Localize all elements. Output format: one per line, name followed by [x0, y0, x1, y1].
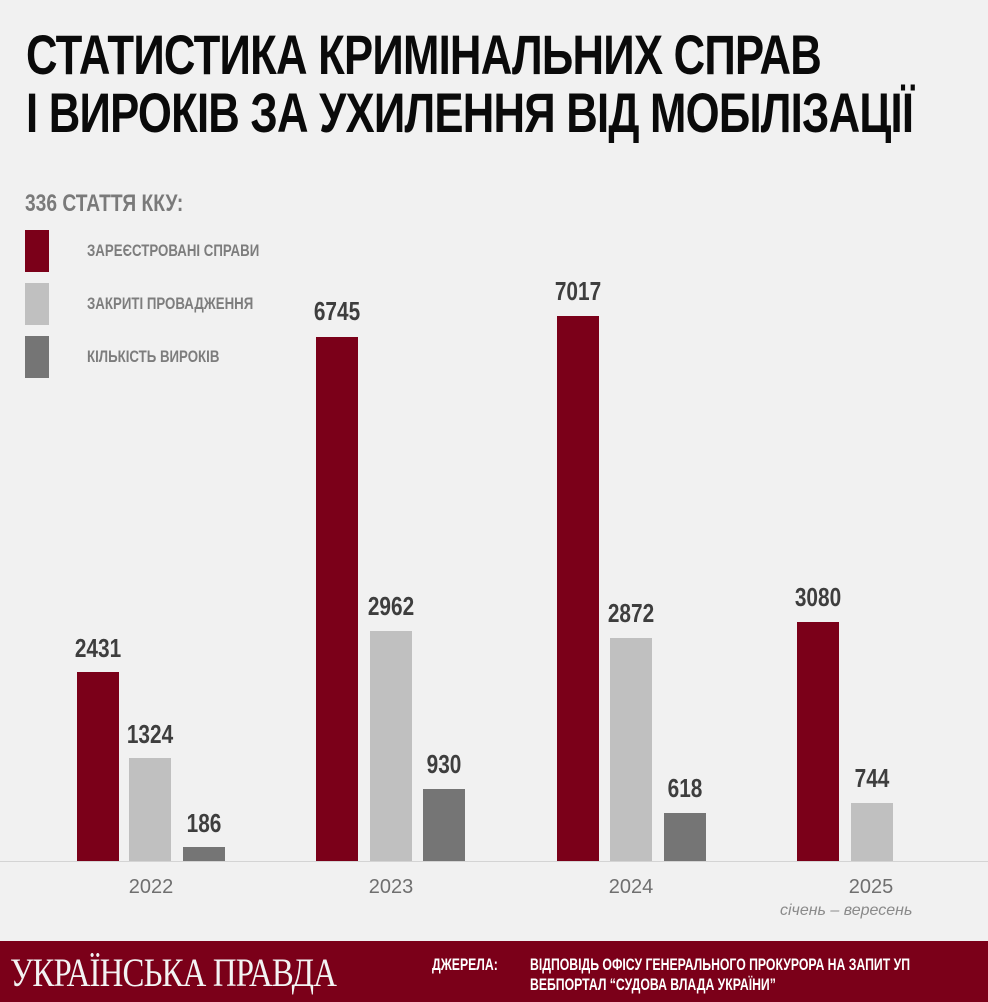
x-tick-2024: 2024	[608, 876, 654, 898]
bar-2024-verdicts	[664, 813, 706, 861]
chart-title-line-2: І ВИРОКІВ ЗА УХИЛЕННЯ ВІД МОБІЛІЗАЦІЇ	[26, 81, 914, 144]
bar-2023-verdicts	[423, 789, 465, 861]
source-item-1: ВІДПОВІДЬ ОФІСУ ГЕНЕРАЛЬНОГО ПРОКУРОРА Н…	[530, 955, 911, 974]
bar-2023-closed	[370, 631, 412, 861]
legend-label-closed: ЗАКРИТІ ПРОВАДЖЕННЯ	[87, 294, 254, 313]
value-label-2022-verdicts: 186	[186, 808, 222, 838]
legend-item-verdicts: КІЛЬКІСТЬ ВИРОКІВ	[25, 336, 257, 378]
value-label-2024-closed: 2872	[607, 598, 655, 628]
sources-label: ДЖЕРЕЛА:	[432, 955, 498, 974]
footer-bar: УКРАЇНСЬКА ПРАВДА ДЖЕРЕЛА: ВІДПОВІДЬ ОФІ…	[0, 941, 988, 1002]
bar-2022-registered	[77, 672, 119, 861]
bar-2025-registered	[797, 622, 839, 861]
brand-logo: УКРАЇНСЬКА ПРАВДА	[10, 950, 337, 995]
value-label-2024-verdicts: 618	[667, 773, 703, 803]
legend-label-verdicts: КІЛЬКІСТЬ ВИРОКІВ	[87, 347, 220, 366]
value-label-2024-registered: 7017	[554, 276, 602, 306]
value-label-2023-closed: 2962	[367, 591, 415, 621]
x-tick-2025: 2025	[848, 876, 894, 898]
x-tick-note-2025: січень – вересень	[780, 902, 913, 919]
value-label-2023-verdicts: 930	[426, 749, 462, 779]
chart-title: СТАТИСТИКА КРИМІНАЛЬНИХ СПРАВ І ВИРОКІВ …	[26, 23, 914, 144]
value-label-2022-registered: 2431	[74, 633, 122, 663]
sources-list: ВІДПОВІДЬ ОФІСУ ГЕНЕРАЛЬНОГО ПРОКУРОРА Н…	[530, 955, 910, 995]
legend-swatch-closed	[25, 283, 49, 325]
legend-item-registered: ЗАРЕЄСТРОВАНІ СПРАВИ	[25, 230, 308, 272]
x-tick-2023: 2023	[368, 876, 414, 898]
legend-item-closed: ЗАКРИТІ ПРОВАДЖЕННЯ	[25, 283, 300, 325]
x-tick-2022: 2022	[128, 876, 174, 898]
value-label-2025-closed: 744	[854, 763, 890, 793]
bar-2023-registered	[316, 337, 358, 861]
bar-2022-closed	[129, 758, 171, 861]
chart-title-line-1: СТАТИСТИКА КРИМІНАЛЬНИХ СПРАВ	[26, 23, 822, 86]
x-axis-baseline	[0, 861, 988, 862]
value-label-2025-registered: 3080	[794, 582, 842, 612]
source-item-2: ВЕБПОРТАЛ “СУДОВА ВЛАДА УКРАЇНИ”	[530, 975, 776, 994]
bar-2022-verdicts	[183, 847, 225, 861]
bar-2024-closed	[610, 638, 652, 861]
value-label-2022-closed: 1324	[126, 719, 174, 749]
bar-2024-registered	[557, 316, 599, 861]
legend-swatch-registered	[25, 230, 49, 272]
legend-swatch-verdicts	[25, 336, 49, 378]
plot-area: 2431 1324 186 2022 6745 2962 930 2023 70…	[0, 276, 988, 919]
legend-label-registered: ЗАРЕЄСТРОВАНІ СПРАВИ	[87, 241, 260, 260]
legend-title: 336 СТАТТЯ ККУ:	[25, 190, 184, 217]
value-label-2023-registered: 6745	[313, 296, 361, 326]
bar-2025-closed	[851, 803, 893, 861]
